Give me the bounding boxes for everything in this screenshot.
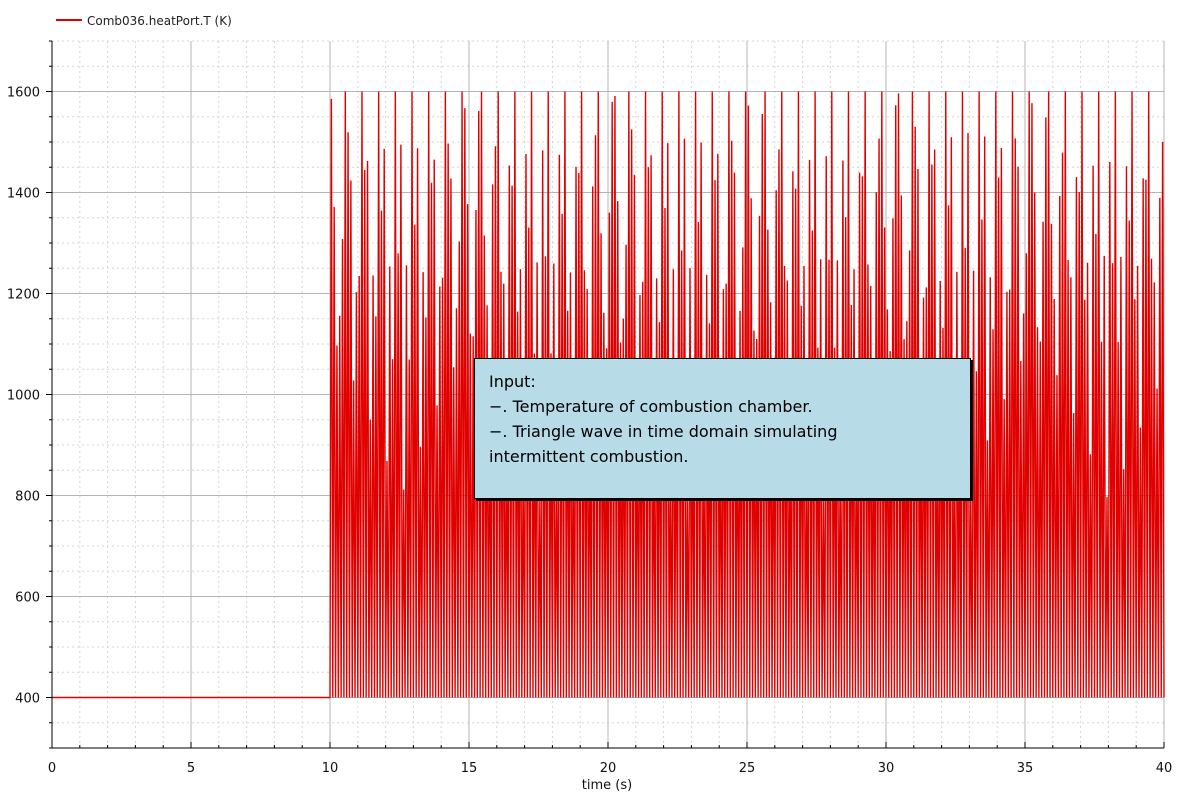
annotation-line-1: Input: bbox=[489, 372, 536, 391]
legend-label: Comb036.heatPort.T (K) bbox=[87, 14, 232, 28]
x-tick-label: 15 bbox=[461, 761, 478, 776]
x-tick-label: 5 bbox=[187, 761, 195, 776]
legend: Comb036.heatPort.T (K) bbox=[56, 14, 232, 28]
annotation-line-2: −. Temperature of combustion chamber. bbox=[489, 397, 813, 416]
annotation-line-4: intermittent combustion. bbox=[489, 447, 689, 466]
x-tick-label: 10 bbox=[322, 761, 339, 776]
plot-axes bbox=[46, 40, 1165, 749]
y-tick-label: 1000 bbox=[7, 389, 40, 404]
y-tick-label: 600 bbox=[15, 591, 40, 606]
tick-labels: 0 5 10 15 20 25 30 35 40 400 600 800 1000 1200 1400 160… bbox=[7, 86, 1172, 777]
x-tick-label: 20 bbox=[600, 761, 617, 776]
y-tick-label: 800 bbox=[15, 490, 40, 505]
y-tick-label: 1200 bbox=[7, 288, 40, 303]
x-tick-label: 0 bbox=[48, 761, 56, 776]
y-tick-label: 1400 bbox=[7, 187, 40, 202]
x-tick-label: 40 bbox=[1156, 761, 1173, 776]
x-tick-label: 35 bbox=[1017, 761, 1034, 776]
annotation-box: Input: −. Temperature of combustion cham… bbox=[474, 358, 971, 499]
y-tick-label: 1600 bbox=[7, 86, 40, 101]
annotation-line-3: −. Triangle wave in time domain simulati… bbox=[489, 422, 838, 441]
x-tick-label: 25 bbox=[739, 761, 756, 776]
y-tick-label: 400 bbox=[15, 692, 40, 707]
x-axis-title: time (s) bbox=[582, 778, 632, 793]
x-tick-label: 30 bbox=[878, 761, 895, 776]
